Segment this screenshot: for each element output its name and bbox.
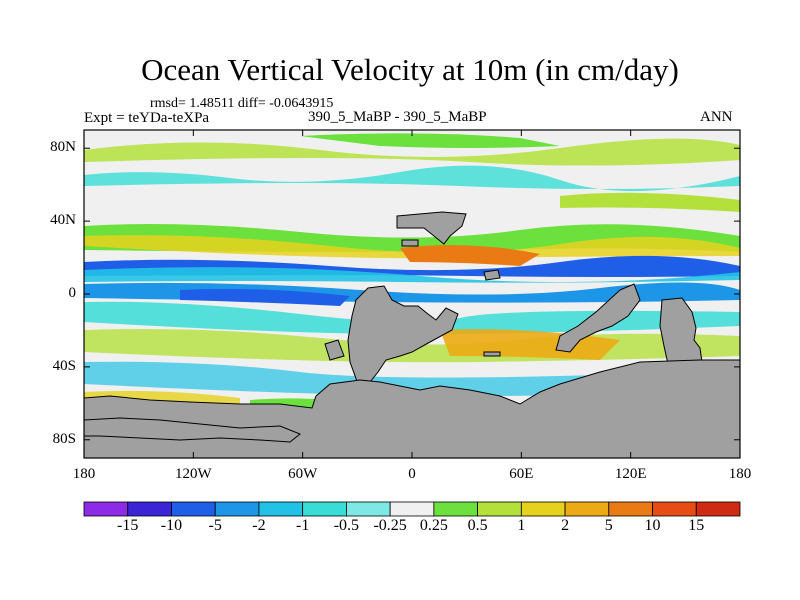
y-tick-label: 0 <box>68 285 77 301</box>
colorbar-swatch <box>127 501 172 517</box>
colorbar-swatch <box>83 501 129 517</box>
y-tick-label: 40N <box>50 212 76 229</box>
colorbar-label: -1 <box>295 517 310 534</box>
colorbar-label: -15 <box>117 517 139 534</box>
colorbar-swatch <box>302 501 347 517</box>
colorbar-swatch <box>652 501 697 517</box>
case-label: 390_5_MaBP - 390_5_MaBP <box>308 109 487 125</box>
colorbar-label: 0.5 <box>467 517 488 534</box>
chart-title: Ocean Vertical Velocity at 10m (in cm/da… <box>141 52 679 87</box>
colorbar-swatch <box>345 501 391 517</box>
y-tick-label: 80S <box>52 430 76 447</box>
colorbar-swatch <box>608 501 653 517</box>
rmsd-diff-stats: rmsd= 1.48511 diff= -0.0643915 <box>150 96 334 111</box>
colorbar-label: 15 <box>688 517 705 534</box>
colorbar-label: -5 <box>208 517 222 534</box>
colorbar-swatch <box>258 501 304 517</box>
experiment-label: Expt = teYDa-teXPa <box>84 110 210 126</box>
colorbar-swatch <box>477 501 522 517</box>
x-tick-label: 120W <box>174 466 212 482</box>
colorbar-label: 10 <box>644 517 661 534</box>
axis-ticks <box>83 130 741 458</box>
x-tick-label: 0 <box>408 466 416 482</box>
colorbar-label: 2 <box>561 517 570 534</box>
x-tick-label: 180 <box>72 466 96 482</box>
colorbar-swatch <box>433 501 479 517</box>
colorbar-label: -10 <box>160 517 183 534</box>
colorbar <box>83 501 741 517</box>
colorbar-label: -0.5 <box>333 517 360 534</box>
colorbar-label: -0.25 <box>373 517 407 534</box>
colorbar-label: -2 <box>252 517 266 534</box>
land-masses <box>84 211 740 458</box>
colorbar-swatch <box>214 501 260 517</box>
x-tick-label: 60E <box>509 466 534 482</box>
colorbar-swatch <box>564 501 610 517</box>
x-tick-label: 120E <box>614 466 647 482</box>
colorbar-swatch <box>520 501 566 517</box>
map-plot-area <box>84 130 740 458</box>
colorbar-swatch <box>389 501 435 517</box>
colorbar-label: 0.25 <box>419 517 448 534</box>
colorbar-swatch <box>695 501 741 517</box>
colorbar-label: 1 <box>517 517 526 534</box>
x-tick-label: 180 <box>728 466 752 482</box>
colorbar-swatch <box>171 501 216 517</box>
x-tick-label: 60W <box>288 466 318 482</box>
y-tick-label: 40S <box>52 357 76 374</box>
y-tick-label: 80N <box>50 139 76 156</box>
season-label: ANN <box>700 109 733 125</box>
colorbar-label: 5 <box>604 517 613 534</box>
